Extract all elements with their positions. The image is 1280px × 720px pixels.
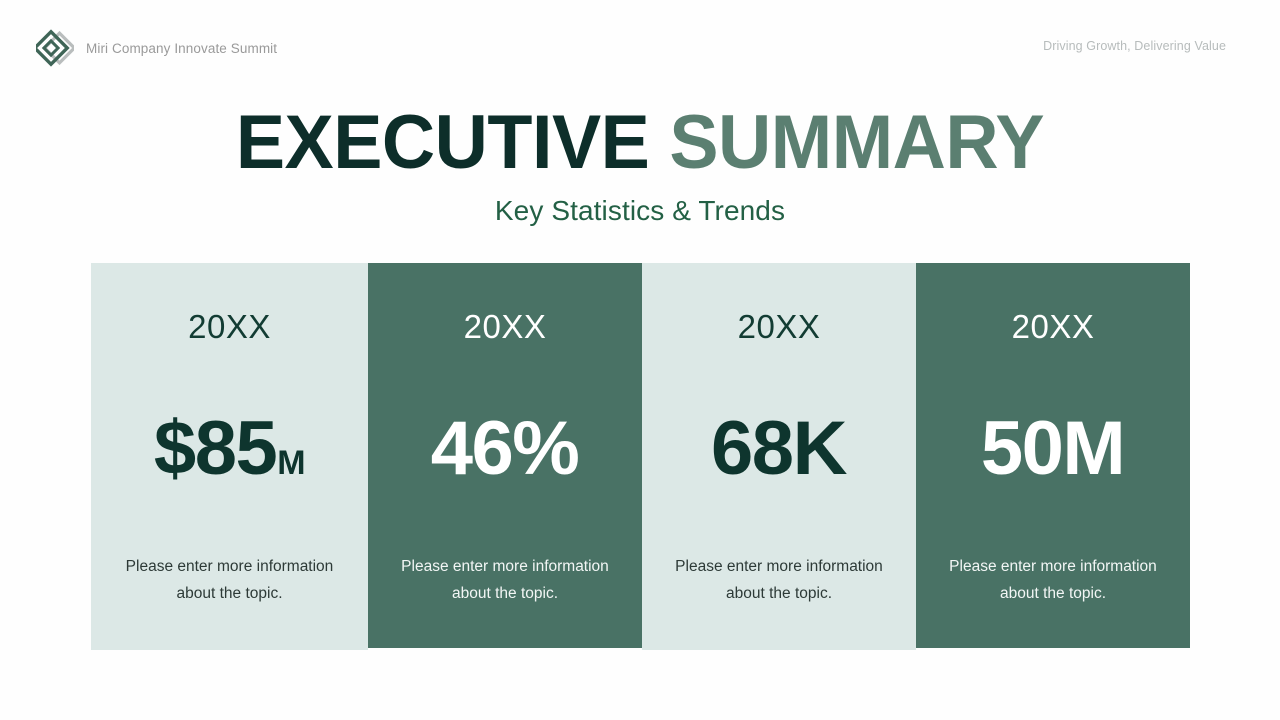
double-diamond-logo-icon (36, 29, 74, 67)
page-title: EXECUTIVE SUMMARY (19, 104, 1261, 182)
stat-card: 20XX $85 M Please enter more information … (91, 263, 368, 718)
stat-card-year: 20XX (737, 308, 821, 345)
stat-card-value-number: 50M (980, 406, 1126, 491)
brand-name: Miri Company Innovate Summit (86, 40, 278, 56)
stat-card-value-number: 46% (430, 406, 580, 491)
stat-card-row: 20XX $85 M Please enter more information … (91, 263, 1190, 718)
stat-card-year: 20XX (188, 308, 271, 345)
stat-card-description: Please enter more information about the … (675, 558, 883, 602)
stat-card: 20XX 50M Please enter more information a… (916, 263, 1190, 648)
brand-lockup: Miri Company Innovate Summit (36, 29, 277, 67)
page-subtitle: Key Statistics & Trends (494, 195, 786, 226)
stat-card-value: 46% (431, 411, 580, 487)
stat-card-value: $85 M (153, 406, 306, 491)
stat-card-description: Please enter more information about the … (125, 558, 334, 602)
stat-card-year: 20XX (1011, 308, 1095, 345)
stat-card-value: 50M (980, 406, 1126, 491)
stat-card-value-number: $85 (153, 406, 278, 491)
page-title-part-2: SUMMARY (669, 100, 1045, 185)
stat-card-year: 20XX (463, 308, 547, 345)
page-title-part-1: EXECUTIVE (235, 100, 650, 185)
header-tagline: Driving Growth, Delivering Value (1043, 39, 1226, 53)
title-block: EXECUTIVE SUMMARY Key Statistics & Trend… (0, 104, 1280, 226)
stat-card: 20XX 68K Please enter more information a… (642, 263, 916, 650)
stat-card-value-suffix: M (277, 444, 306, 482)
card-drop-shadow (95, 658, 357, 718)
stat-card-description: Please enter more information about the … (949, 558, 1157, 602)
stat-card-description: Please enter more information about the … (401, 558, 609, 602)
stat-card: 20XX 46% Please enter more information a… (368, 263, 642, 648)
stat-card-value: 68K (711, 411, 847, 487)
slide-header: Miri Company Innovate Summit Driving Gro… (0, 0, 1280, 95)
stat-card-value-number: 68K (711, 406, 847, 491)
